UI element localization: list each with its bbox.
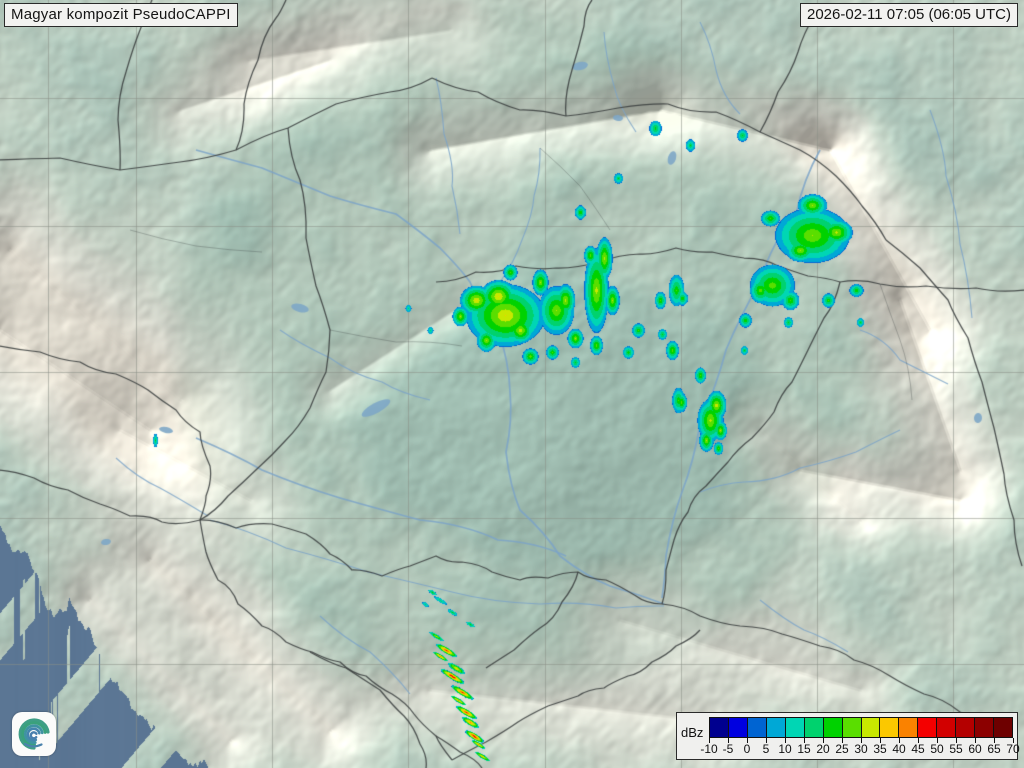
legend-swatch: [975, 718, 995, 737]
legend-tick-label: 45: [911, 742, 925, 756]
legend-tick-mark: [747, 738, 748, 743]
legend-tick-mark: [785, 738, 786, 743]
legend-tick-mark: [994, 738, 995, 743]
legend-tick-mark: [804, 738, 805, 743]
legend-tick-mark: [861, 738, 862, 743]
legend-swatch: [785, 718, 805, 737]
legend-tick-label: 5: [762, 742, 770, 756]
legend-color-ramp: [709, 717, 1013, 738]
legend-swatch: [918, 718, 938, 737]
legend-swatch: [710, 718, 729, 737]
legend-swatch: [842, 718, 862, 737]
product-title-box: Magyar kompozit PseudoCAPPI: [4, 3, 238, 27]
product-title: Magyar kompozit PseudoCAPPI: [11, 6, 231, 23]
legend-tick-label: 35: [873, 742, 887, 756]
legend-tick-axis: -10 -5 0 5 10 15 20 25 30 35 40 45 50 55 60 65 70: [700, 738, 1020, 758]
legend-tick-label: 25: [835, 742, 849, 756]
legend-tick-label: 70: [1006, 742, 1020, 756]
legend-tick-label: -10: [700, 742, 718, 756]
legend-swatch: [994, 718, 1012, 737]
legend-swatch: [747, 718, 767, 737]
legend-swatch: [899, 718, 919, 737]
legend-tick-mark: [1013, 738, 1014, 743]
legend-tick-label: 55: [949, 742, 963, 756]
legend-unit-label: dBz: [681, 725, 704, 740]
legend-tick-label: 10: [778, 742, 792, 756]
spiral-wave-logo-icon: [17, 717, 51, 751]
legend-tick-mark: [842, 738, 843, 743]
legend-tick-label: 65: [987, 742, 1001, 756]
legend-swatch: [861, 718, 881, 737]
legend-tick-mark: [728, 738, 729, 743]
legend-tick-label: -5: [722, 742, 734, 756]
legend-tick-mark: [899, 738, 900, 743]
legend-tick-mark: [956, 738, 957, 743]
legend-swatch: [804, 718, 824, 737]
legend-tick-label: 40: [892, 742, 906, 756]
legend-swatch: [766, 718, 786, 737]
legend-swatch: [823, 718, 843, 737]
timestamp-text: 2026-02-11 07:05 (06:05 UTC): [806, 6, 1011, 23]
legend-tick-label: 15: [797, 742, 811, 756]
legend-tick-label: 20: [816, 742, 830, 756]
legend-tick-label: 0: [743, 742, 751, 756]
timestamp-box: 2026-02-11 07:05 (06:05 UTC): [799, 3, 1018, 27]
legend-swatch: [937, 718, 957, 737]
legend-tick-mark: [937, 738, 938, 743]
legend-tick-label: 30: [854, 742, 868, 756]
legend-swatch: [880, 718, 900, 737]
legend-tick-mark: [975, 738, 976, 743]
legend-tick-mark: [880, 738, 881, 743]
legend-swatch: [956, 718, 976, 737]
legend-tick-label: 60: [968, 742, 982, 756]
legend-tick-mark: [823, 738, 824, 743]
legend-tick-mark: [709, 738, 710, 743]
agency-logo[interactable]: [12, 712, 56, 756]
legend-tick-mark: [766, 738, 767, 743]
legend-tick-label: 50: [930, 742, 944, 756]
legend-tick-mark: [918, 738, 919, 743]
legend-swatch: [728, 718, 748, 737]
dbz-colorbar-legend: dBz -10 -5 0 5 10 15 20 25 30 35 40 45 50 55 60 65 70: [676, 712, 1020, 760]
